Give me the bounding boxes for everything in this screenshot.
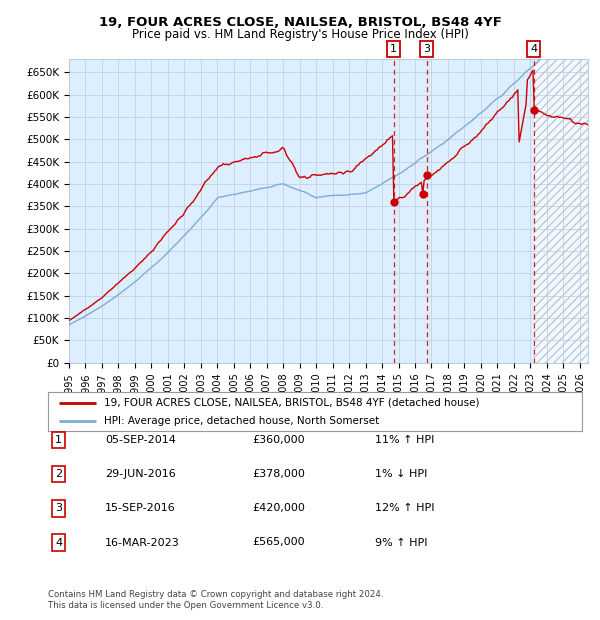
Text: Contains HM Land Registry data © Crown copyright and database right 2024.
This d: Contains HM Land Registry data © Crown c… <box>48 590 383 609</box>
Text: 15-SEP-2016: 15-SEP-2016 <box>105 503 176 513</box>
Text: 19, FOUR ACRES CLOSE, NAILSEA, BRISTOL, BS48 4YF: 19, FOUR ACRES CLOSE, NAILSEA, BRISTOL, … <box>98 16 502 29</box>
Text: 11% ↑ HPI: 11% ↑ HPI <box>375 435 434 445</box>
Text: 19, FOUR ACRES CLOSE, NAILSEA, BRISTOL, BS48 4YF (detached house): 19, FOUR ACRES CLOSE, NAILSEA, BRISTOL, … <box>104 398 479 408</box>
Text: 16-MAR-2023: 16-MAR-2023 <box>105 538 180 547</box>
Text: £360,000: £360,000 <box>252 435 305 445</box>
Text: 4: 4 <box>530 44 538 54</box>
Text: HPI: Average price, detached house, North Somerset: HPI: Average price, detached house, Nort… <box>104 416 379 426</box>
Text: 29-JUN-2016: 29-JUN-2016 <box>105 469 176 479</box>
Text: 9% ↑ HPI: 9% ↑ HPI <box>375 538 427 547</box>
Bar <box>534 59 588 363</box>
Text: 2: 2 <box>55 469 62 479</box>
Text: 3: 3 <box>55 503 62 513</box>
Text: 4: 4 <box>55 538 62 547</box>
Text: 1: 1 <box>55 435 62 445</box>
Text: £565,000: £565,000 <box>252 538 305 547</box>
Text: 3: 3 <box>423 44 430 54</box>
Text: 1% ↓ HPI: 1% ↓ HPI <box>375 469 427 479</box>
Text: 05-SEP-2014: 05-SEP-2014 <box>105 435 176 445</box>
Text: 1: 1 <box>390 44 397 54</box>
Text: £378,000: £378,000 <box>252 469 305 479</box>
Text: Price paid vs. HM Land Registry's House Price Index (HPI): Price paid vs. HM Land Registry's House … <box>131 28 469 41</box>
Text: 12% ↑ HPI: 12% ↑ HPI <box>375 503 434 513</box>
Text: £420,000: £420,000 <box>252 503 305 513</box>
Bar <box>534 59 588 363</box>
